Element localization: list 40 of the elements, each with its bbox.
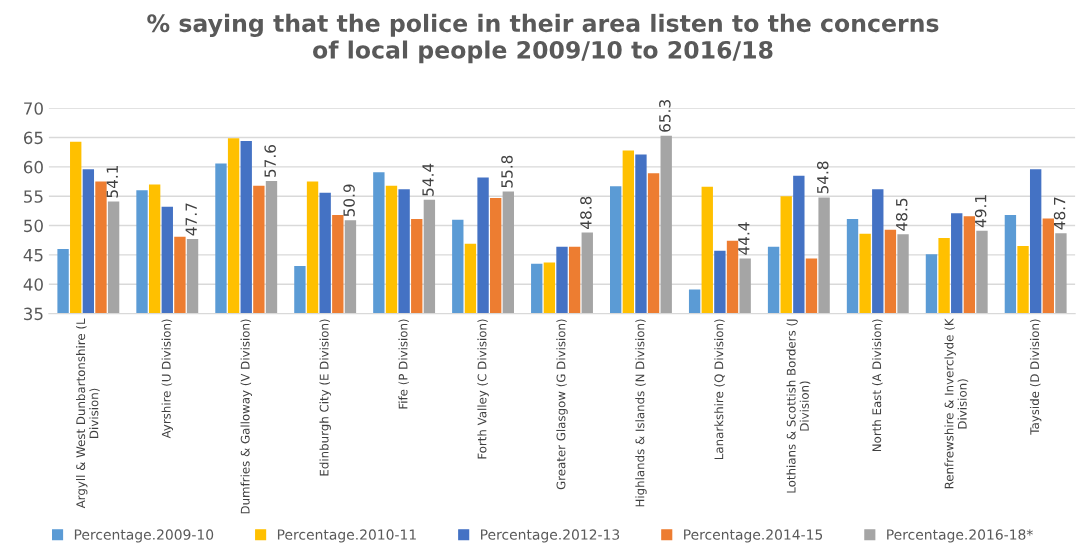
x-tick-label: Forth Valley (C Division) bbox=[477, 319, 489, 459]
legend-label: Percentage.2012-13 bbox=[481, 529, 620, 543]
legend-label: Percentage.2014-15 bbox=[684, 529, 823, 543]
x-tick-label: Lanarkshire (Q Division) bbox=[714, 319, 725, 460]
x-tick-label: Argyll & West Dunbartonshire (L Division) bbox=[76, 318, 100, 509]
y-tick-label: 70 bbox=[24, 102, 43, 115]
x-tick-label: Lothians & Scottish Borders (J Division) bbox=[786, 319, 811, 493]
x-tick-label: Tayside (D Division) bbox=[1029, 319, 1042, 435]
data-label: 55.8 bbox=[501, 155, 513, 188]
y-tick-label: 55 bbox=[24, 190, 43, 203]
y-tick-label: 35 bbox=[24, 307, 43, 321]
data-label: 50.9 bbox=[343, 184, 355, 217]
legend-label: Percentage.2016-18* bbox=[887, 529, 1033, 543]
data-label: 54.1 bbox=[106, 165, 119, 198]
data-label: 49.1 bbox=[974, 195, 987, 228]
x-tick-label: Ayrshire (U Division) bbox=[161, 319, 173, 439]
chart-title: % saying that the police in their area listen to the concerns of local people 2009/10 to 2016/18 bbox=[147, 13, 939, 64]
x-tick-label: Dumfries & Galloway (V Division) bbox=[240, 319, 252, 514]
y-tick-label: 50 bbox=[24, 219, 43, 233]
x-tick-label: Edinburgh City (E Division) bbox=[319, 319, 331, 476]
x-tick-label: Highlands & Islands (N Division) bbox=[635, 319, 647, 507]
data-label: 54.4 bbox=[422, 163, 434, 196]
x-tick-label: Renfrewshire & Inverclyde (K Division) bbox=[944, 318, 969, 489]
y-tick-label: 40 bbox=[23, 278, 43, 291]
legend-label: Percentage.2010-11 bbox=[277, 529, 416, 543]
data-label: 44.4 bbox=[738, 222, 750, 255]
data-label: 48.8 bbox=[580, 196, 592, 229]
x-tick-label: Fife (P Division) bbox=[398, 319, 409, 409]
data-label: 57.6 bbox=[264, 144, 276, 177]
x-tick-label: Greater Glasgow (G Division) bbox=[556, 319, 568, 490]
legend-label: Percentage.2009-10 bbox=[74, 529, 214, 543]
data-label: 48.5 bbox=[895, 198, 908, 231]
y-tick-label: 65 bbox=[23, 131, 43, 145]
y-tick-label: 60 bbox=[23, 160, 43, 174]
data-label: 48.7 bbox=[1053, 197, 1066, 230]
data-label: 47.7 bbox=[185, 203, 197, 236]
y-tick-label: 45 bbox=[23, 249, 43, 262]
data-label: 65.3 bbox=[659, 100, 671, 132]
x-tick-label: North East (A Division) bbox=[872, 319, 883, 452]
data-label: 54.8 bbox=[816, 161, 829, 194]
